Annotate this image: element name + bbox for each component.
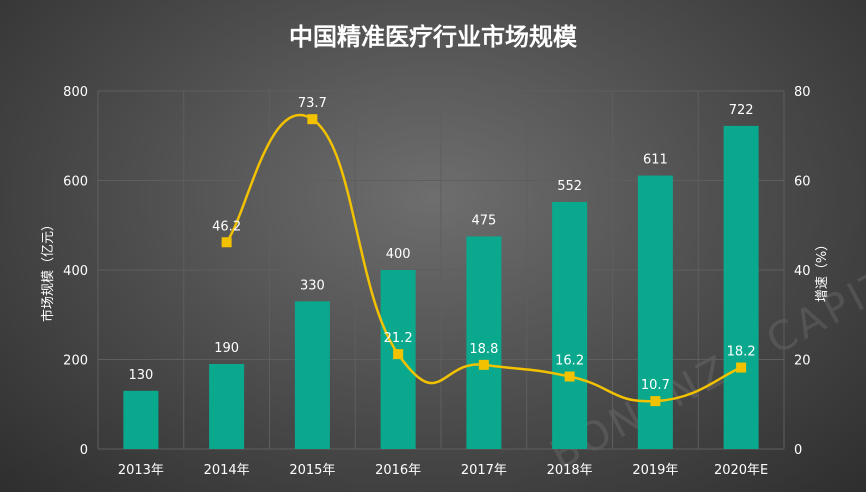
right-tick-label: 20	[794, 354, 811, 369]
growth-value-label: 46.2	[212, 219, 241, 234]
x-tick-label: 2013年	[118, 463, 164, 478]
x-axis-ticks: 2013年 2014年 2015年 2016年 2017年 2018年 2019年 2020年…	[118, 463, 768, 478]
growth-marker	[221, 237, 232, 248]
bar	[209, 363, 245, 449]
growth-line-series	[221, 114, 747, 407]
right-tick-label: 60	[794, 175, 811, 190]
left-tick-label: 800	[63, 85, 88, 100]
bar-value-label: 130	[128, 368, 153, 383]
bar-value-label: 722	[729, 103, 754, 118]
growth-value-label: 21.2	[384, 331, 413, 346]
growth-marker	[307, 114, 318, 125]
watermark: BONANZA CAPITAL 青松	[543, 185, 866, 479]
x-tick-label: 2018年	[547, 463, 593, 478]
bar	[637, 175, 673, 449]
bar-value-label: 475	[471, 213, 496, 228]
bar-value-label: 611	[643, 153, 668, 168]
right-axis-ticks: 0 20 40 60 80	[794, 85, 811, 458]
left-tick-label: 200	[63, 354, 88, 369]
x-tick-label: 2014年	[204, 463, 250, 478]
bar-data-labels: 130 190 330 400 475 552 611 722	[128, 103, 753, 383]
bar	[123, 390, 159, 449]
growth-line	[225, 114, 742, 403]
left-tick-label: 0	[80, 443, 88, 458]
left-axis-title: 市场规模（亿元）	[40, 218, 56, 322]
bar-value-label: 330	[300, 278, 325, 293]
growth-marker	[393, 349, 404, 360]
bar-series	[123, 125, 759, 449]
bar	[723, 125, 759, 449]
chart-title: 中国精准医疗行业市场规模	[289, 23, 578, 51]
right-tick-label: 40	[794, 264, 811, 279]
growth-marker	[478, 359, 489, 370]
left-axis-ticks: 0 200 400 600 800	[63, 85, 88, 458]
growth-marker	[736, 362, 747, 373]
growth-value-label: 10.7	[641, 378, 670, 393]
growth-marker	[564, 371, 575, 382]
bar	[294, 301, 330, 449]
x-tick-label: 2017年	[461, 463, 507, 478]
x-tick-label: 2015年	[289, 463, 335, 478]
bar-value-label: 400	[386, 247, 411, 262]
growth-value-label: 16.2	[555, 354, 584, 369]
right-tick-label: 80	[794, 85, 811, 100]
left-tick-label: 400	[63, 264, 88, 279]
growth-value-label: 18.2	[727, 345, 756, 360]
x-tick-label: 2020年E	[714, 463, 768, 478]
growth-data-labels: 46.2 73.7 21.2 18.8 16.2 10.7 18.2	[212, 96, 755, 393]
bar-value-label: 552	[557, 179, 582, 194]
x-tick-label: 2019年	[632, 463, 678, 478]
right-axis-title: 增速（%）	[815, 238, 830, 302]
growth-marker	[650, 396, 661, 407]
growth-value-label: 73.7	[298, 96, 327, 111]
growth-value-label: 18.8	[469, 342, 498, 357]
bar-value-label: 190	[214, 341, 239, 356]
bar	[380, 270, 416, 449]
bar	[466, 236, 502, 449]
bar	[552, 201, 588, 449]
x-tick-label: 2016年	[375, 463, 421, 478]
right-tick-label: 0	[794, 443, 802, 458]
left-tick-label: 600	[63, 175, 88, 190]
